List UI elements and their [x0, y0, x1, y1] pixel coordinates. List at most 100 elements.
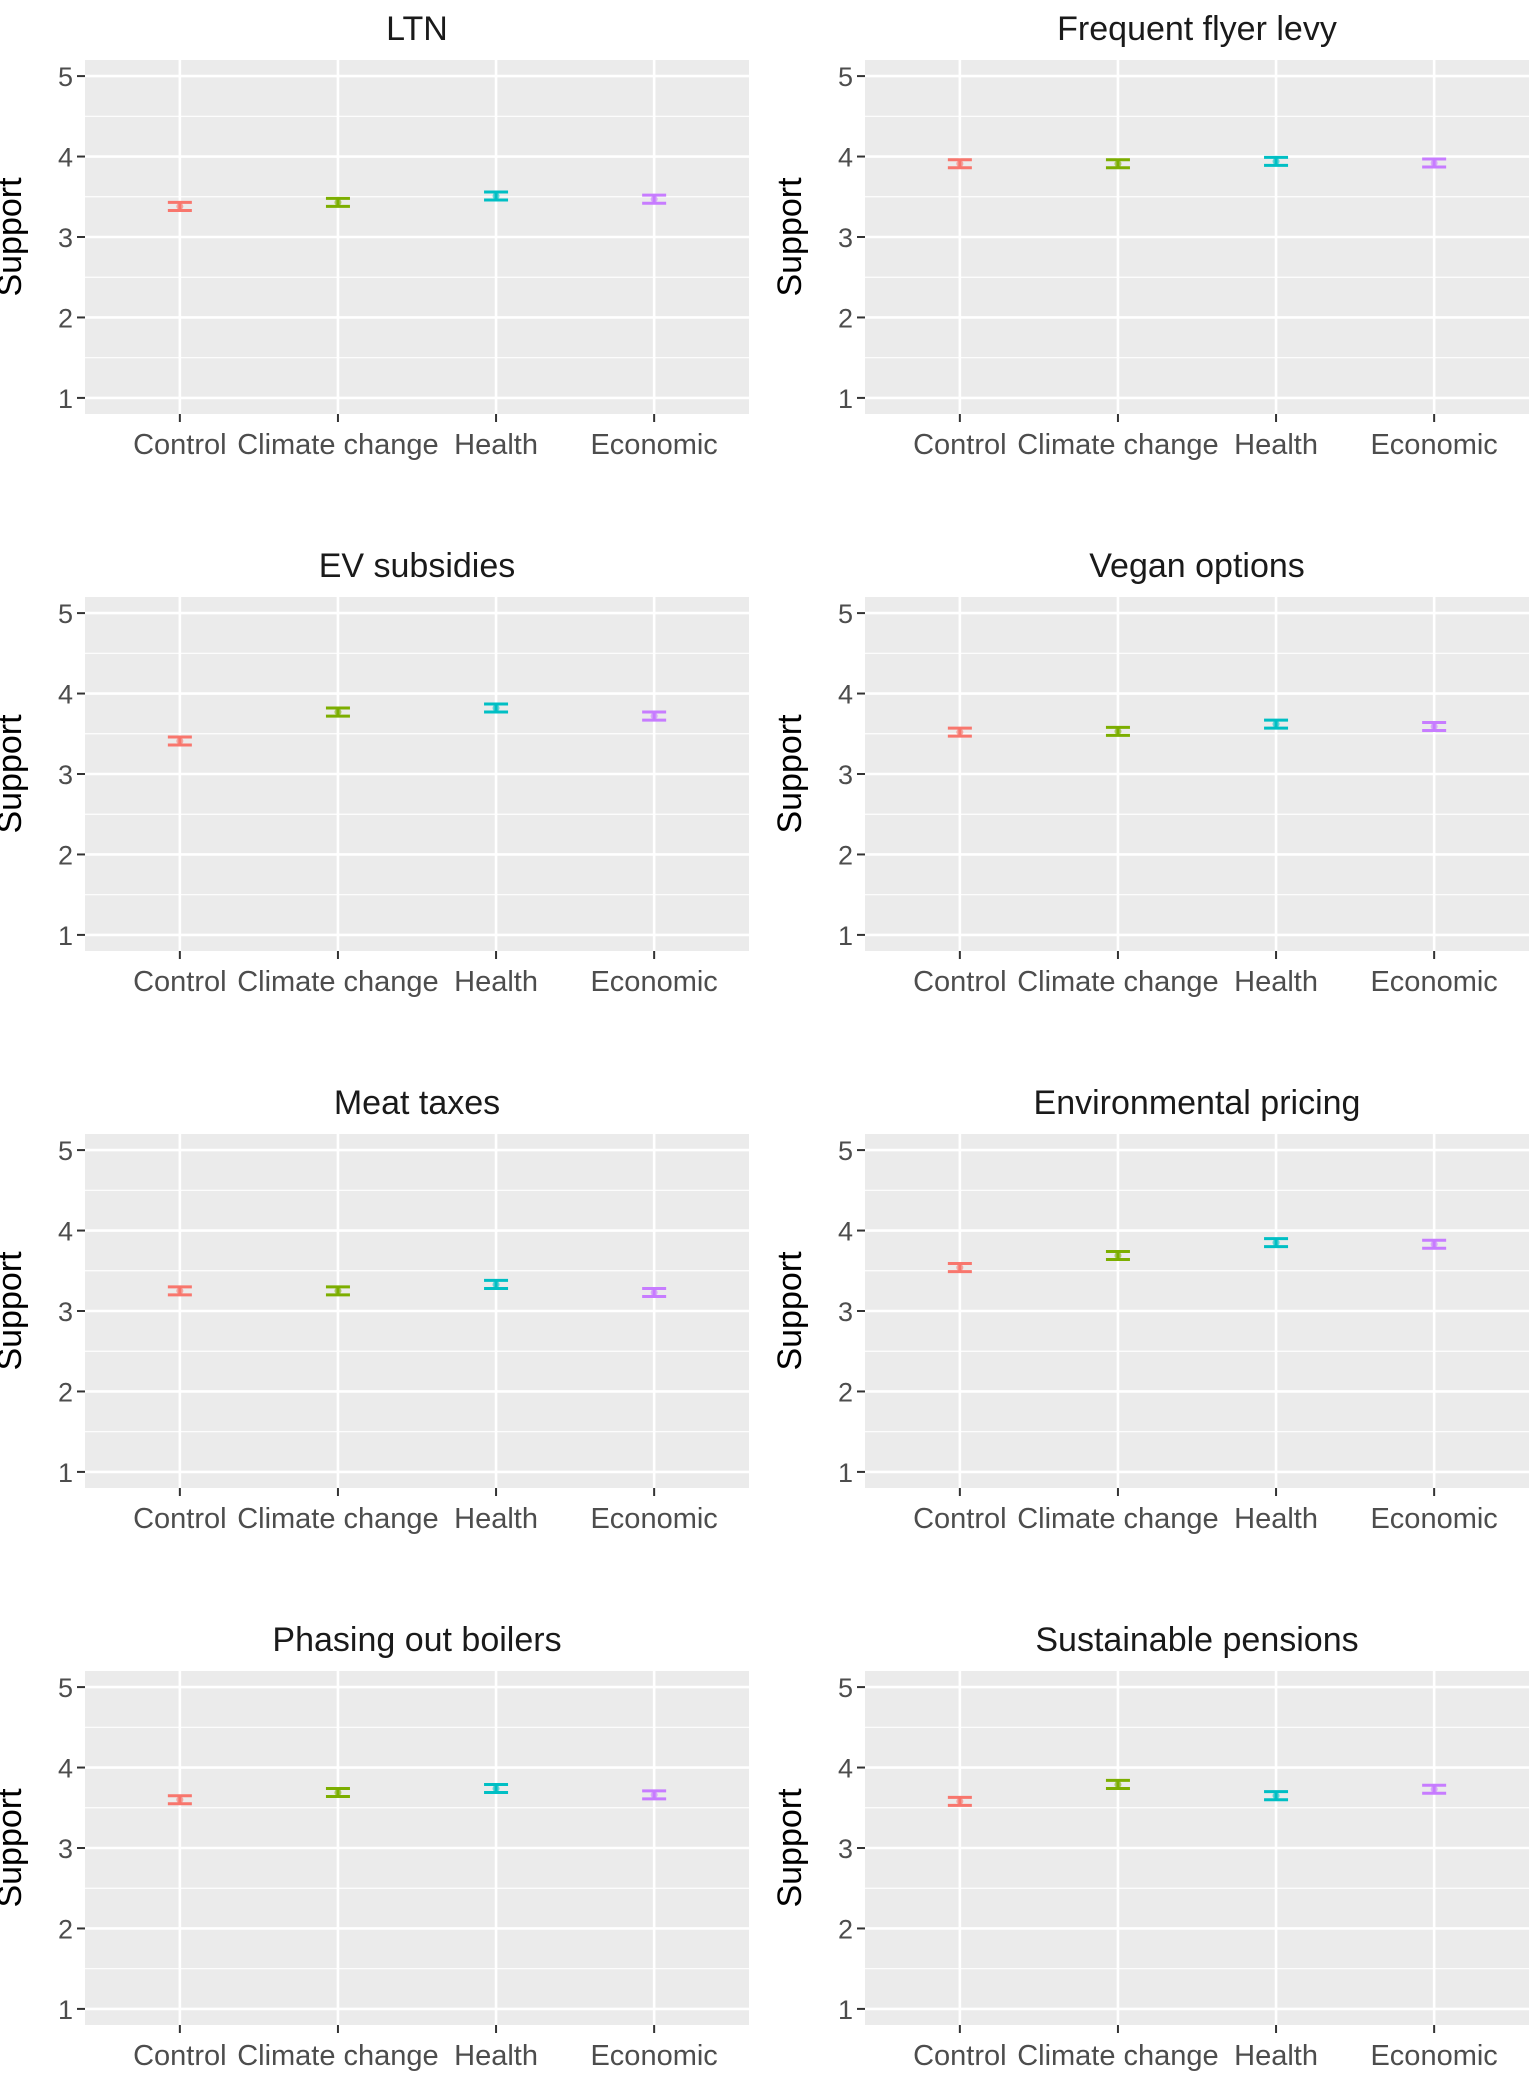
- y-tick-label: 4: [838, 1754, 853, 1784]
- errorbar-health: [484, 1782, 509, 1794]
- x-tick-label-health: Health: [1234, 966, 1318, 998]
- mean-point: [1430, 1785, 1438, 1793]
- y-axis-label: Support: [0, 177, 29, 297]
- errorbar-economic: [642, 1789, 667, 1801]
- y-tick-label: 5: [838, 1673, 853, 1703]
- panel-title: EV subsidies: [319, 547, 516, 585]
- mean-point: [334, 1287, 342, 1295]
- mean-point: [1114, 1251, 1122, 1259]
- x-tick-label-control: Control: [913, 1503, 1007, 1535]
- errorbar-control: [947, 158, 972, 170]
- y-tick-label: 5: [58, 599, 73, 629]
- errorbar-economic: [642, 1286, 667, 1299]
- errorbar-climate-change: [1105, 725, 1130, 737]
- mean-point: [1430, 723, 1438, 731]
- errorbar-control: [167, 1794, 192, 1806]
- mean-point: [1272, 157, 1280, 165]
- x-tick-label-control: Control: [913, 966, 1007, 998]
- errorbar-economic: [1422, 1238, 1447, 1250]
- y-tick-label: 2: [838, 303, 853, 333]
- errorbar-control: [947, 1262, 972, 1274]
- x-tick-label-health: Health: [454, 1503, 538, 1535]
- y-tick-label: 3: [58, 223, 73, 253]
- panel-ltn: LTN Support 1 2 3 4 5 Control Climate change Heal…: [0, 10, 749, 461]
- y-tick-label: 2: [838, 1377, 853, 1407]
- y-tick-label: 5: [838, 599, 853, 629]
- x-tick-label-economic: Economic: [590, 966, 717, 998]
- panel-ev-subsidies: EV subsidies Support 1 2 3 4 5 Control Climate c…: [0, 547, 749, 998]
- y-tick-label: 2: [838, 1914, 853, 1944]
- y-axis-label: Support: [0, 1788, 29, 1908]
- x-tick-label-climate-change: Climate change: [1017, 2040, 1219, 2072]
- panel-environmental-pricing: Environmental pricing Support 1 2 3 4 5 Control…: [771, 1084, 1529, 1535]
- errorbar-health: [1264, 155, 1289, 167]
- x-tick-label-health: Health: [454, 429, 538, 461]
- mean-point: [176, 737, 184, 745]
- mean-point: [956, 1797, 964, 1805]
- y-tick-label: 1: [58, 384, 73, 414]
- mean-point: [1114, 1780, 1122, 1788]
- errorbar-control: [167, 1285, 192, 1297]
- y-tick-label: 5: [838, 1136, 853, 1166]
- mean-point: [956, 160, 964, 168]
- y-tick-label: 3: [838, 223, 853, 253]
- panel-title: Phasing out boilers: [272, 1621, 561, 1659]
- y-tick-label: 3: [58, 760, 73, 790]
- errorbar-economic: [642, 193, 667, 205]
- y-tick-label: 5: [58, 62, 73, 92]
- y-tick-label: 2: [58, 1914, 73, 1944]
- errorbar-control: [167, 200, 192, 212]
- y-axis-label: Support: [0, 714, 29, 834]
- x-tick-label-economic: Economic: [1370, 966, 1497, 998]
- mean-point: [1272, 1239, 1280, 1247]
- y-tick-label: 4: [58, 680, 73, 710]
- panel-title: Frequent flyer levy: [1057, 10, 1337, 48]
- y-tick-label: 2: [58, 840, 73, 870]
- x-tick-label-economic: Economic: [1370, 1503, 1497, 1535]
- y-tick-label: 1: [838, 1995, 853, 2025]
- panel-frequent-flyer-levy: Frequent flyer levy Support 1 2 3 4 5 Control Cl…: [771, 10, 1529, 461]
- mean-point: [956, 1264, 964, 1272]
- y-tick-label: 1: [58, 1995, 73, 2025]
- y-tick-label: 2: [58, 1377, 73, 1407]
- panel-sustainable-pensions: Sustainable pensions Support 1 2 3 4 5 Control C…: [771, 1621, 1529, 2072]
- y-tick-label: 3: [58, 1297, 73, 1327]
- mean-point: [650, 1288, 658, 1296]
- x-tick-label-health: Health: [454, 966, 538, 998]
- panel-vegan-options: Vegan options Support 1 2 3 4 5 Control Climate …: [771, 547, 1529, 998]
- mean-point: [1272, 1792, 1280, 1800]
- mean-point: [492, 1280, 500, 1288]
- mean-point: [334, 1788, 342, 1796]
- errorbar-climate-change: [1105, 158, 1130, 170]
- y-tick-label: 3: [838, 1297, 853, 1327]
- errorbar-health: [1264, 1237, 1289, 1249]
- x-tick-label-climate-change: Climate change: [237, 966, 439, 998]
- errorbar-economic: [1422, 721, 1447, 733]
- y-tick-label: 1: [838, 1458, 853, 1488]
- mean-point: [1430, 159, 1438, 167]
- x-tick-label-climate-change: Climate change: [237, 1503, 439, 1535]
- y-tick-label: 1: [838, 921, 853, 951]
- y-tick-label: 4: [838, 1217, 853, 1247]
- mean-point: [334, 708, 342, 716]
- y-axis-label: Support: [0, 1251, 29, 1371]
- x-tick-label-economic: Economic: [590, 1503, 717, 1535]
- y-tick-label: 3: [838, 760, 853, 790]
- x-tick-label-health: Health: [1234, 1503, 1318, 1535]
- y-tick-label: 2: [58, 303, 73, 333]
- mean-point: [334, 198, 342, 206]
- y-tick-label: 5: [58, 1136, 73, 1166]
- y-tick-label: 4: [838, 680, 853, 710]
- y-tick-label: 3: [58, 1834, 73, 1864]
- mean-point: [1114, 727, 1122, 735]
- mean-point: [492, 192, 500, 200]
- panel-meat-taxes: Meat taxes Support 1 2 3 4 5 Control Climate cha…: [0, 1084, 749, 1535]
- x-tick-label-health: Health: [454, 2040, 538, 2072]
- errorbar-climate-change: [325, 196, 350, 208]
- errorbar-control: [947, 726, 972, 738]
- mean-point: [650, 1791, 658, 1799]
- y-axis-label: Support: [771, 714, 809, 834]
- panel-title: Meat taxes: [334, 1084, 500, 1122]
- y-axis-label: Support: [771, 1788, 809, 1908]
